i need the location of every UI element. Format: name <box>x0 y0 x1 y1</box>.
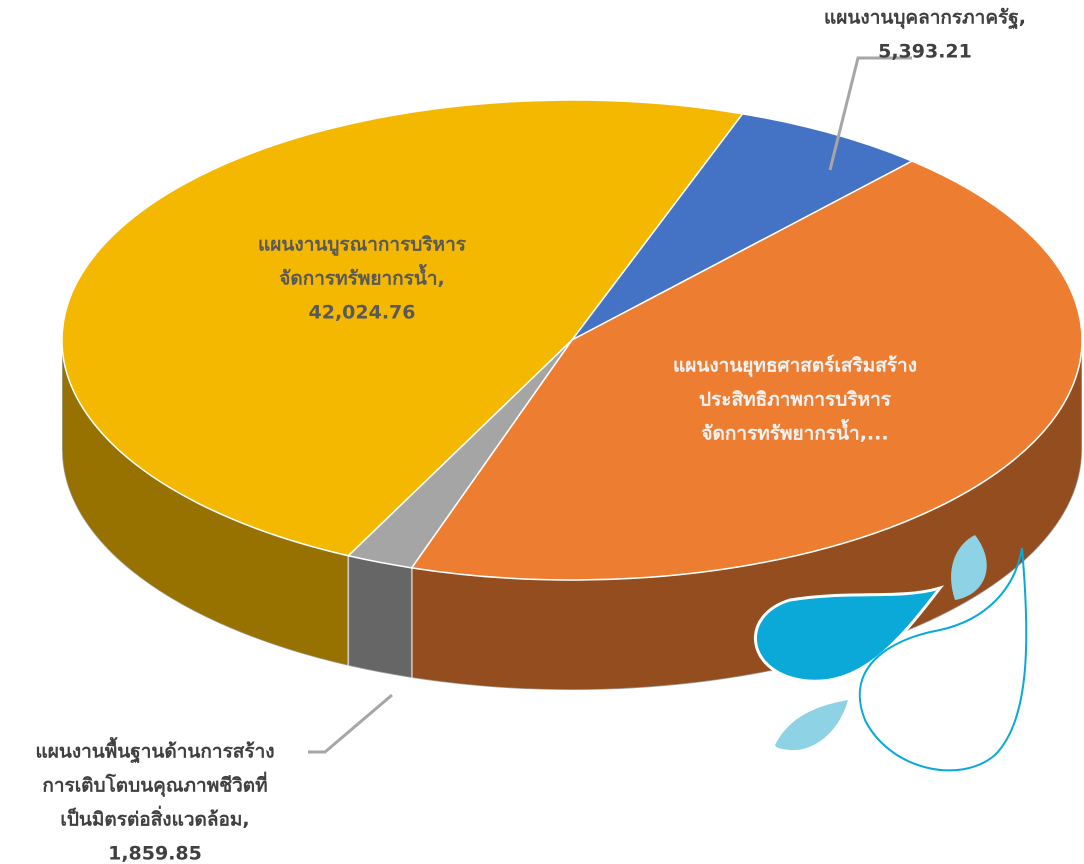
value-label: 1,859.85 <box>108 843 202 864</box>
slice-label: แผนงานยุทธศาสตร์เสริมสร้าง <box>673 355 917 378</box>
leader-line <box>828 56 912 171</box>
drop-outline <box>858 547 1028 772</box>
slice-label: เป็นมิตรต่อสิ่งแวดล้อม, <box>60 806 249 831</box>
drop <box>951 535 987 600</box>
value-label: 5,393.21 <box>878 41 972 63</box>
value-label: 42,024.76 <box>309 302 416 324</box>
slice-label: แผนงานบุคลากรภาครัฐ, <box>824 7 1026 31</box>
slice-label: จัดการทรัพยากรน้ำ,... <box>701 419 888 445</box>
slice-label: การเติบโตบนคุณภาพชีวิตที่ <box>42 772 267 798</box>
slice-label: ประสิทธิภาพการบริหาร <box>699 389 892 411</box>
slice-side-shade <box>62 340 349 666</box>
water-drops <box>753 535 1028 772</box>
slice-label: จัดการทรัพยากรน้ำ, <box>279 264 445 290</box>
drop <box>753 585 945 683</box>
slice-side-shade <box>348 555 412 678</box>
slice <box>571 113 914 341</box>
leader-line <box>308 693 393 754</box>
slice <box>410 160 1083 581</box>
slice <box>61 99 744 557</box>
drop <box>775 700 848 751</box>
slice-label: แผนงานบูรณาการบริหาร <box>258 234 467 257</box>
slice-label: แผนงานพื้นฐานด้านการสร้าง <box>35 737 274 765</box>
slice <box>346 339 573 569</box>
